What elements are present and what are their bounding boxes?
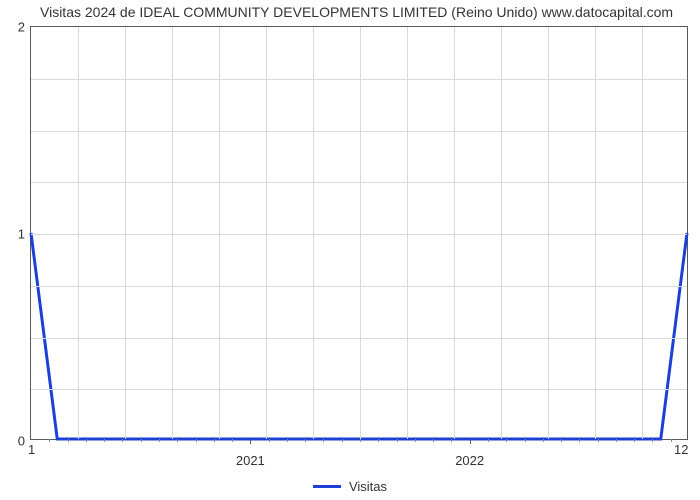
- gridline-h-minor: [31, 79, 687, 80]
- x-tick-minor: [68, 439, 69, 442]
- x-tick-minor: [579, 439, 580, 442]
- x-corner-left: 1: [28, 442, 35, 457]
- y-tick-label: 1: [18, 227, 25, 242]
- x-tick-minor: [122, 439, 123, 442]
- x-tick-minor: [269, 439, 270, 442]
- x-tick-minor: [323, 439, 324, 442]
- x-tick-minor: [616, 439, 617, 442]
- x-tick-minor: [177, 439, 178, 442]
- y-tick-label: 0: [18, 434, 25, 449]
- gridline-v: [125, 27, 126, 439]
- gridline-v: [219, 27, 220, 439]
- gridline-v: [407, 27, 408, 439]
- x-tick-minor: [342, 439, 343, 442]
- x-tick-minor: [360, 439, 361, 442]
- line-series: [31, 27, 687, 439]
- x-tick-minor: [305, 439, 306, 442]
- gridline-v: [595, 27, 596, 439]
- x-tick-minor: [671, 439, 672, 442]
- gridline-v: [360, 27, 361, 439]
- y-tick-label: 2: [18, 20, 25, 35]
- gridline-v: [266, 27, 267, 439]
- gridline-h-minor: [31, 389, 687, 390]
- gridline-v: [78, 27, 79, 439]
- legend-swatch: [313, 485, 341, 488]
- gridline-h-minor: [31, 286, 687, 287]
- x-tick-minor: [104, 439, 105, 442]
- x-tick-minor: [141, 439, 142, 442]
- x-tick-minor: [561, 439, 562, 442]
- chart-container: Visitas 2024 de IDEAL COMMUNITY DEVELOPM…: [0, 0, 700, 500]
- x-tick-minor: [598, 439, 599, 442]
- x-tick-minor: [214, 439, 215, 442]
- x-tick-minor: [634, 439, 635, 442]
- gridline-v: [172, 27, 173, 439]
- x-tick-minor: [543, 439, 544, 442]
- legend: Visitas: [313, 479, 387, 494]
- x-tick-minor: [86, 439, 87, 442]
- gridline-v: [548, 27, 549, 439]
- chart-title: Visitas 2024 de IDEAL COMMUNITY DEVELOPM…: [40, 4, 673, 20]
- x-tick-label: 2022: [455, 453, 484, 468]
- x-tick-minor: [415, 439, 416, 442]
- gridline-v: [454, 27, 455, 439]
- x-tick-minor: [196, 439, 197, 442]
- x-tick-minor: [232, 439, 233, 442]
- gridline-h: [31, 234, 687, 235]
- x-tick-minor: [506, 439, 507, 442]
- x-tick-label: 2021: [236, 453, 265, 468]
- x-tick-minor: [433, 439, 434, 442]
- gridline-h-minor: [31, 338, 687, 339]
- gridline-h-minor: [31, 182, 687, 183]
- gridline-v: [313, 27, 314, 439]
- x-tick-minor: [159, 439, 160, 442]
- x-tick-minor: [525, 439, 526, 442]
- legend-label: Visitas: [349, 479, 387, 494]
- gridline-h-minor: [31, 131, 687, 132]
- plot-area: 01220212022: [30, 26, 688, 440]
- x-tick-mark: [250, 439, 251, 444]
- x-tick-minor: [397, 439, 398, 442]
- gridline-v: [501, 27, 502, 439]
- x-tick-minor: [287, 439, 288, 442]
- gridline-v: [642, 27, 643, 439]
- x-tick-minor: [49, 439, 50, 442]
- x-tick-minor: [451, 439, 452, 442]
- x-tick-minor: [652, 439, 653, 442]
- x-tick-minor: [488, 439, 489, 442]
- x-corner-right: 12: [674, 442, 688, 457]
- x-tick-minor: [378, 439, 379, 442]
- x-tick-mark: [470, 439, 471, 444]
